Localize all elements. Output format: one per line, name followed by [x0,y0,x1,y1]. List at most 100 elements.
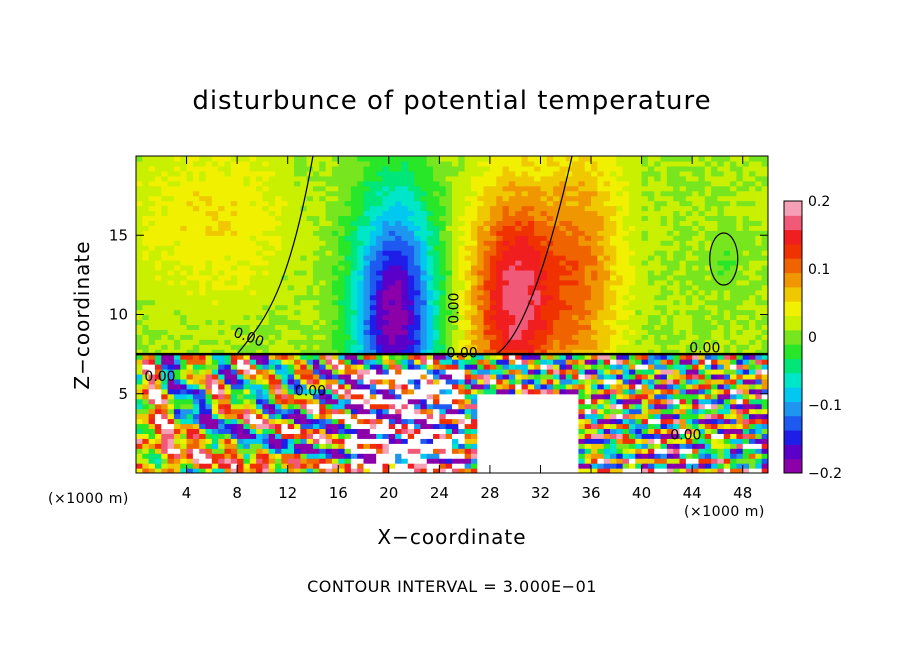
field-cell [553,368,561,375]
field-cell [363,264,371,271]
field-cell [616,329,624,335]
field-cell [445,294,453,301]
field-cell [161,339,169,345]
field-cell [319,304,327,311]
field-cell [357,314,365,321]
field-cell [281,245,289,251]
field-cell [173,364,181,370]
field-cell [458,364,466,370]
field-cell [698,443,706,449]
field-cell [433,269,440,276]
field-cell [401,458,409,464]
field-cell [136,260,143,266]
field-cell [591,329,598,335]
field-cell [483,354,491,360]
field-cell [540,403,548,410]
field-cell [363,448,371,454]
field-cell [711,304,719,311]
field-cell [736,274,744,281]
field-cell [154,309,162,316]
field-cell [401,448,409,454]
field-cell [496,373,504,380]
field-cell [622,344,630,350]
field-cell [736,250,744,256]
field-cell [477,264,485,271]
field-cell [755,260,763,266]
field-cell [540,269,548,276]
field-cell [237,418,245,425]
field-cell [186,314,194,321]
field-cell [761,383,768,390]
field-cell [420,235,428,241]
field-cell [357,349,365,355]
field-cell [628,329,636,335]
field-cell [211,398,219,405]
field-cell [534,458,542,464]
field-cell [395,433,403,439]
field-cell [660,359,668,365]
field-cell [736,255,744,261]
field-cell [376,448,384,454]
field-cell [256,269,263,276]
field-cell [268,364,276,370]
field-cell [704,468,712,473]
field-cell [268,269,276,276]
field-cell [414,329,421,335]
field-cell [319,294,327,301]
field-cell [749,255,756,261]
field-cell [521,428,529,434]
field-cell [635,364,643,370]
field-cell [420,458,428,464]
field-cell [388,418,396,425]
field-cell [281,428,289,434]
field-cell [420,373,428,380]
field-cell [546,368,554,375]
field-cell [167,373,175,380]
field-cell [635,403,643,410]
field-cell [350,304,358,311]
field-cell [755,423,763,430]
field-cell [685,235,693,241]
field-cell [559,359,567,365]
field-cell [414,364,421,370]
field-cell [357,423,365,430]
field-cell [736,230,744,236]
field-cell [534,423,542,430]
field-cell [218,413,226,420]
field-cell [382,458,390,464]
field-cell [173,453,181,459]
field-cell [319,418,327,425]
field-cell [344,373,352,380]
field-cell [470,398,478,405]
field-cell [635,373,643,380]
field-cell [489,458,497,464]
field-cell [458,319,466,326]
field-cell [300,225,308,231]
field-cell [692,245,700,251]
field-cell [237,344,245,350]
field-cell [553,274,561,281]
field-cell [673,299,681,306]
field-cell [319,468,327,473]
field-cell [445,225,453,231]
field-cell [180,274,188,281]
field-cell [420,250,428,256]
field-cell [382,463,390,469]
field-cell [679,398,687,405]
field-cell [628,468,636,473]
field-cell [211,354,219,360]
field-cell [711,334,719,340]
field-cell [603,408,611,415]
field-cell [521,240,529,246]
field-cell [395,463,403,469]
field-cell [268,245,276,251]
field-cell [199,393,207,400]
field-cell [647,388,655,395]
field-cell [660,393,668,400]
field-cell [426,368,434,375]
field-cell [483,344,491,350]
field-cell [553,433,561,439]
field-cell [192,304,200,311]
field-cell [186,418,194,425]
field-cell [534,334,542,340]
